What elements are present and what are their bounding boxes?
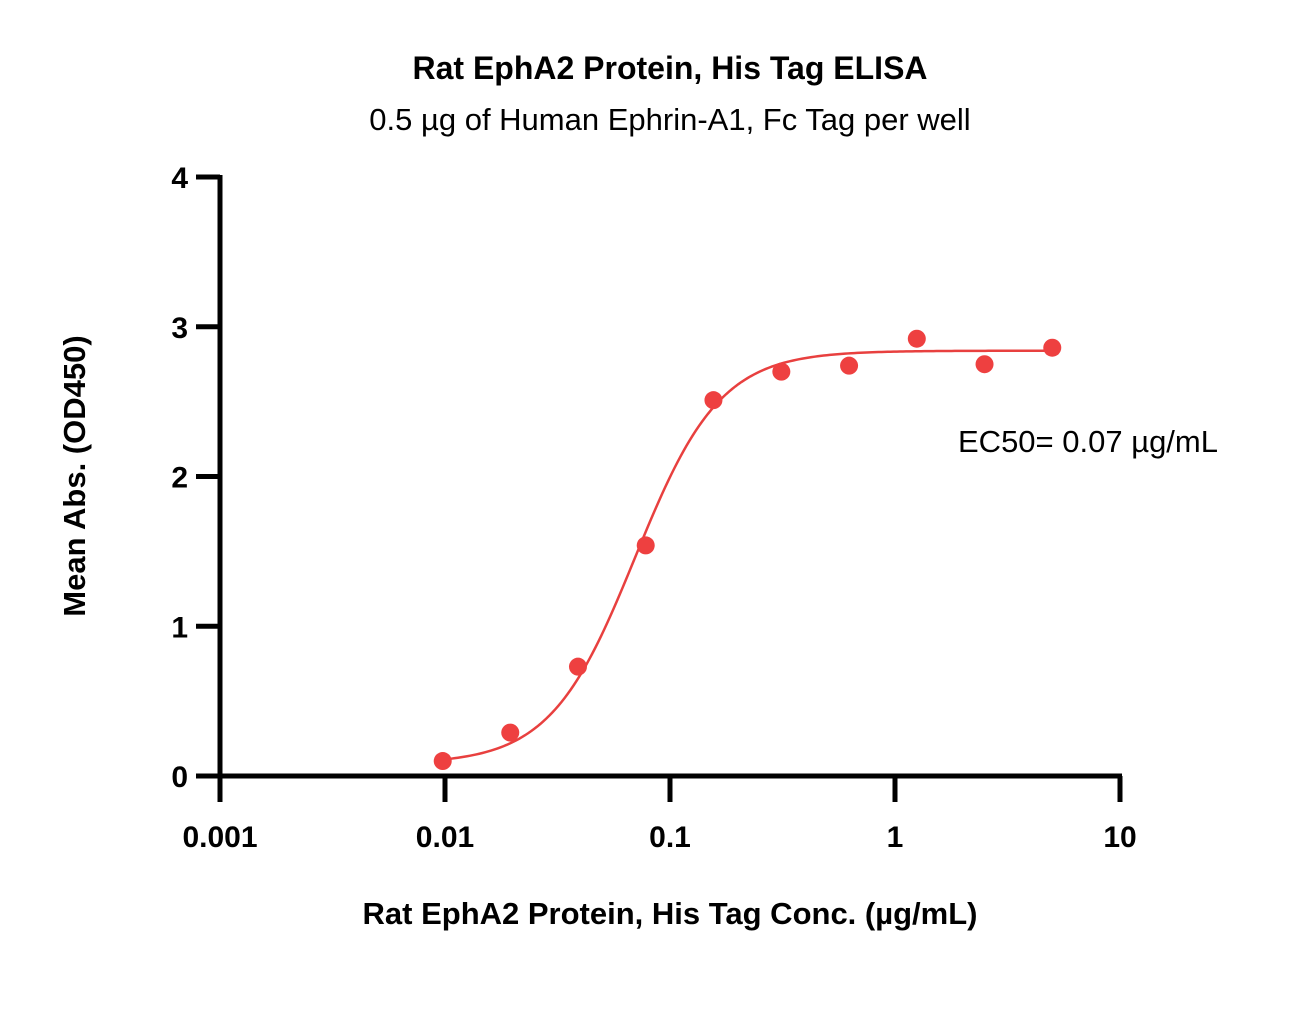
points-layer xyxy=(433,329,1062,771)
y-tick-label: 4 xyxy=(171,162,188,195)
data-point xyxy=(501,723,520,742)
data-point xyxy=(840,356,859,375)
x-tick-label: 0.1 xyxy=(649,821,691,854)
data-point xyxy=(636,536,655,555)
chart-title: Rat EphA2 Protein, His Tag ELISA xyxy=(412,50,927,86)
y-tick-label: 2 xyxy=(171,462,188,495)
x-tick-label: 1 xyxy=(887,821,904,854)
x-tick-label: 0.01 xyxy=(416,821,474,854)
data-point xyxy=(772,362,791,381)
y-tick-label: 1 xyxy=(171,611,188,644)
x-axis: 0.001 0.01 0.1 1 10 xyxy=(182,773,1137,854)
data-point xyxy=(1043,338,1062,357)
chart-subtitle: 0.5 µg of Human Ephrin-A1, Fc Tag per we… xyxy=(369,102,970,137)
data-point xyxy=(704,391,723,410)
data-point xyxy=(433,752,452,771)
y-axis-label: Mean Abs. (OD450) xyxy=(57,335,92,616)
y-axis: 0 1 2 3 4 xyxy=(171,162,223,794)
data-point xyxy=(568,657,587,676)
x-tick-label: 0.001 xyxy=(182,821,257,854)
fit-layer xyxy=(442,349,1053,761)
data-point xyxy=(907,329,926,348)
x-tick-label: 10 xyxy=(1103,821,1136,854)
ec50-annotation: EC50= 0.07 µg/mL xyxy=(958,424,1218,459)
y-tick-label: 0 xyxy=(171,761,188,794)
data-point xyxy=(975,355,994,374)
fit-curve xyxy=(442,349,1053,761)
y-tick-label: 3 xyxy=(171,312,188,345)
x-axis-label: Rat EphA2 Protein, His Tag Conc. (µg/mL) xyxy=(363,896,978,931)
